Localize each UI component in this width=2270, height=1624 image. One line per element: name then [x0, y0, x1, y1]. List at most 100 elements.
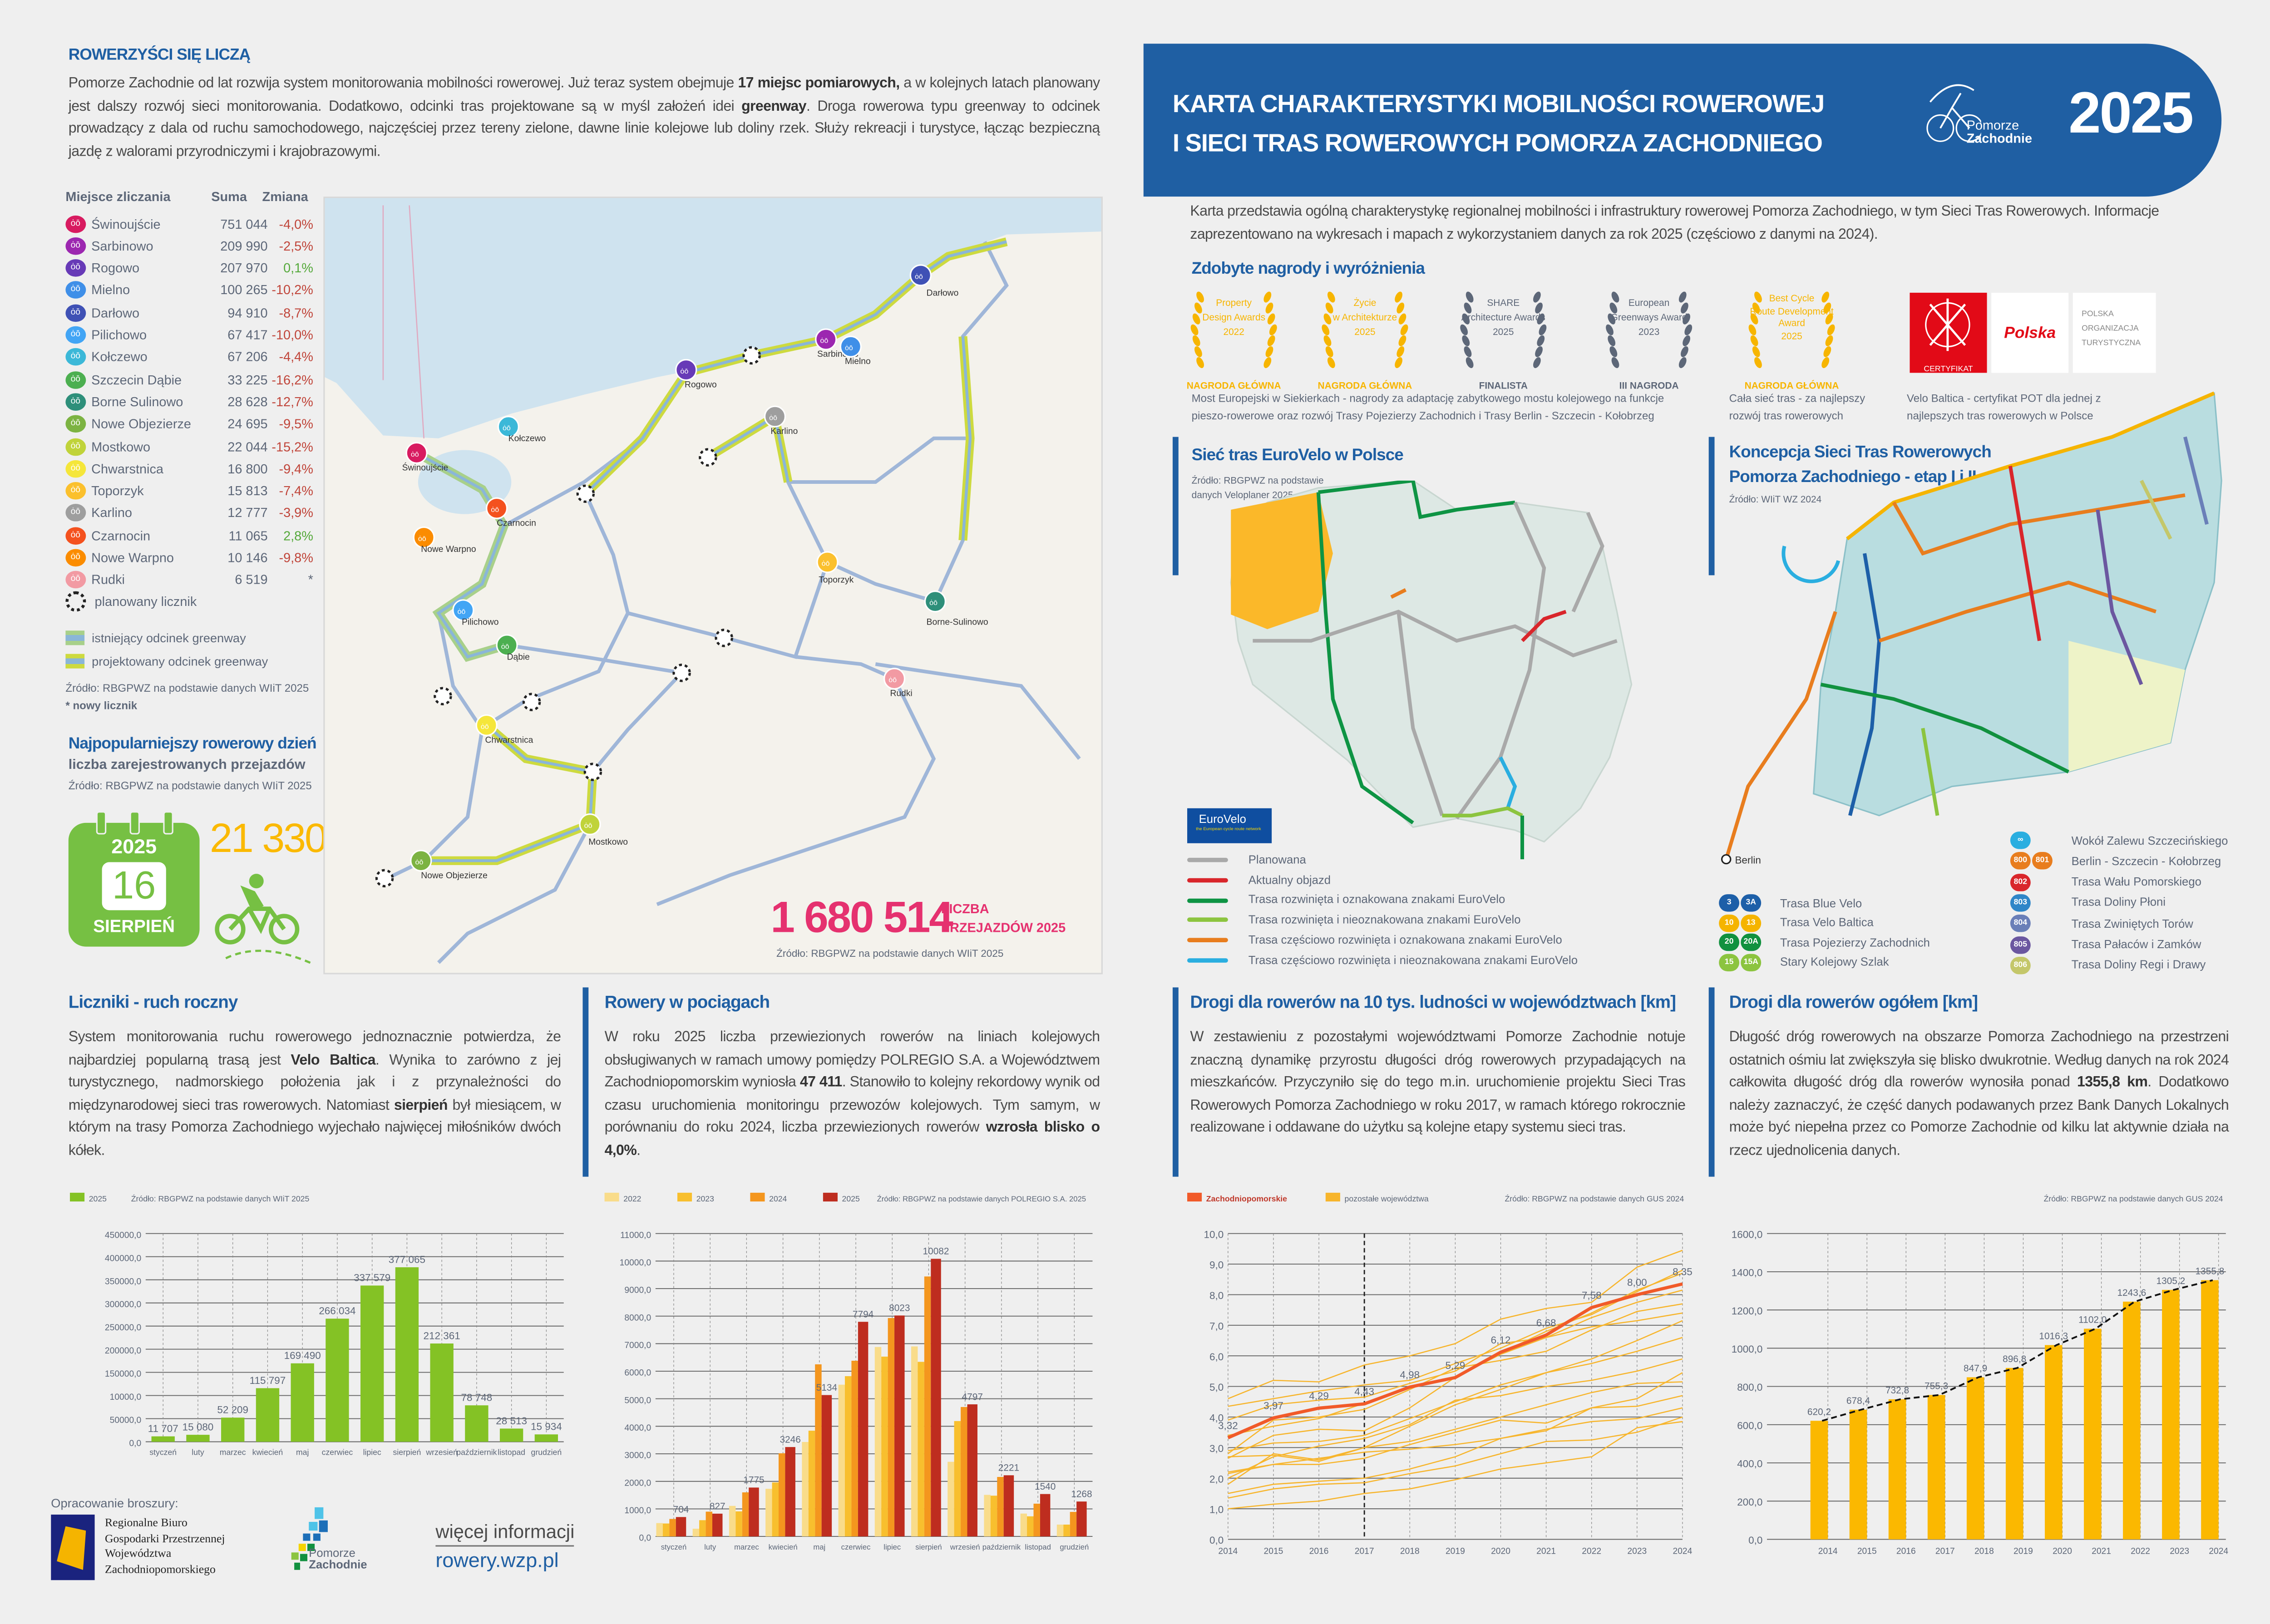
counter-row[interactable]: ȯō Chwarstnica 16 800 -9,4% [65, 458, 313, 479]
counter-row[interactable]: ȯō Darłowo 94 910 -8,7% [65, 302, 313, 324]
counter-row[interactable]: ȯō Rudki 6 519 * [65, 569, 313, 591]
counter-row[interactable]: ȯō Kołczewo 67 206 -4,4% [65, 346, 313, 368]
eurovelo-source-2: danych Veloplaner 2025 [1191, 491, 1293, 501]
x-tick-label: wrzesień [950, 1543, 980, 1551]
laurel-leaf [1533, 357, 1541, 368]
more-info-label: więcej informacji [435, 1521, 575, 1547]
org-line: Zachodniopomorskiego [105, 1562, 216, 1575]
route-label: Stary Kolejowy Szlak [1780, 955, 1889, 969]
bar-value-label: 15 080 [183, 1422, 214, 1433]
emphasis-text: wzrosła blisko o 4,0% [604, 1120, 1100, 1159]
laurel-leaf [1752, 346, 1760, 357]
pixel-logo-icon [291, 1507, 328, 1570]
chart-source: Źródło: RBGPWZ na podstawie danych WIiT … [131, 1194, 310, 1203]
legend-line-swatch [1187, 918, 1228, 923]
route-label: Trasa Doliny Regi i Drawy [2071, 959, 2206, 972]
counter-row[interactable]: ȯō Nowe Warpno 10 146 -9,8% [65, 547, 313, 569]
emphasis-text: 1355,8 km [2077, 1074, 2148, 1091]
y-tick-label: 5000,0 [624, 1396, 651, 1405]
y-tick-label: 200,0 [1737, 1496, 1762, 1508]
counter-row[interactable]: ȯō Świnoujście 751 044 -4,0% [65, 212, 313, 234]
award-name-line: European [1628, 298, 1670, 309]
counter-marker: ȯō Kołczewo [497, 416, 546, 443]
x-tick-label: marzec [734, 1543, 759, 1551]
counter-row[interactable]: ȯō Rogowo 207 970 0,1% [65, 257, 313, 279]
planned-counter-icon [65, 591, 86, 612]
counter-row[interactable]: ȯō Szczecin Dąbie 33 225 -16,2% [65, 369, 313, 390]
counter-name: Czarnocin [91, 528, 151, 543]
bar-2024 [669, 1519, 676, 1537]
route-number: ∞ [2010, 832, 2031, 849]
line-other-voivodeship [1228, 1421, 1683, 1510]
chart-roads-per-capita: Zachodniopomorskie pozostałe województwa Ź… [1187, 1192, 1693, 1556]
bicycle-marker-icon [486, 497, 508, 519]
bar-value-label: 28 513 [496, 1415, 527, 1427]
counter-row[interactable]: ȯō Pilichowo 67 417 -10,0% [65, 324, 313, 346]
counter-name: Rudki [91, 572, 125, 588]
roads-per-capita-title: Drogi dla rowerów na 10 tys. ludności w … [1190, 992, 1676, 1012]
route-legend-item: 15 15A Stary Kolejowy Szlak [1719, 952, 1889, 972]
bar [2044, 1345, 2063, 1540]
chart-roads-total: Źródło: RBGPWZ na podstawie danych GUS 2… [1732, 1194, 2229, 1556]
bar [291, 1363, 314, 1442]
route-legend-item: 803 Trasa Doliny Płoni [2010, 893, 2166, 913]
counter-row[interactable]: ȯō Mielno 100 265 -10,2% [65, 280, 313, 301]
planned-counter-marker [699, 448, 717, 467]
y-tick-label: 8,0 [1209, 1290, 1224, 1301]
award-name-line: 2022 [1223, 327, 1244, 338]
bar-value-label: 3246 [780, 1435, 800, 1445]
legend-label: Trasa częściowo rozwinięta i oznakowana … [1248, 933, 1562, 946]
legend-swatch [677, 1192, 692, 1202]
y-tick-label: 800,0 [1737, 1382, 1762, 1393]
counter-change: * [308, 572, 313, 588]
emphasis-text: sierpień [394, 1097, 448, 1113]
legend-line-swatch [1187, 958, 1228, 963]
y-tick-label: 2000,0 [624, 1478, 651, 1488]
total-rides-label: LICZBA PRZEJAZDÓW 2025 [941, 900, 1066, 938]
counter-row[interactable]: ȯō Czarnocin 11 065 2,8% [65, 525, 313, 546]
counter-row[interactable]: ȯō Mostkowo 22 044 -15,2% [65, 435, 313, 457]
greenway-existing-label: istniejący odcinek greenway [92, 630, 246, 645]
bicycle-glyph: ȯō [481, 723, 489, 731]
planned-counter-label: planowany licznik [94, 594, 197, 609]
y-tick-label: 4000,0 [624, 1423, 651, 1433]
website-link[interactable]: rowery.wzp.pl [435, 1548, 559, 1572]
counter-change: 0,1% [283, 261, 313, 276]
y-tick-label: 0,0 [1748, 1535, 1762, 1546]
roads-per-capita-text: W zestawieniu z pozostałymi województwam… [1190, 1027, 1686, 1140]
legend-swatch [1325, 1192, 1340, 1202]
legend-swatch [604, 1192, 619, 1202]
bar [1810, 1421, 1828, 1540]
counter-row[interactable]: ȯō Sarbinowo 209 990 -2,5% [65, 235, 313, 257]
calendar-month: SIERPIEŃ [93, 916, 175, 937]
counter-sum: 209 990 [220, 238, 268, 253]
line-other-voivodeship [1228, 1416, 1683, 1499]
bar-2022 [729, 1506, 736, 1537]
x-tick-label: 2019 [1446, 1547, 1465, 1556]
eurovelo-map[interactable] [1173, 480, 1690, 874]
bar-value-label: 8023 [889, 1303, 910, 1314]
counters-map[interactable]: ȯō Świnoujście ȯō Sarbinowo ȯō Rogowo ȯō Mielno… [323, 197, 1103, 974]
line-other-voivodeship [1228, 1407, 1683, 1494]
laurel-leaf [1398, 313, 1406, 325]
laurel-leaf [1265, 302, 1273, 314]
logo-text-1: Pomorze [1966, 118, 2019, 133]
x-tick-label: czerwiec [841, 1543, 871, 1551]
counter-row[interactable]: ȯō Karlino 12 777 -3,9% [65, 502, 313, 524]
pot-logo: POLSKA ORGANIZACJA TURYSTYCZNA [2073, 292, 2156, 373]
laurel-leaf [1192, 335, 1200, 346]
counter-marker: ȯō Toporzyk [816, 551, 854, 585]
bar-2022 [947, 1462, 954, 1537]
award-status: NAGRODA GŁÓWNA [1744, 381, 1839, 392]
counter-change: -9,4% [279, 461, 313, 476]
x-tick-label: październik [456, 1447, 497, 1457]
awards-title: Zdobyte nagrody i wyróżnienia [1191, 261, 1425, 278]
counter-row[interactable]: ȯō Borne Sulinowo 28 628 -12,7% [65, 391, 313, 413]
bicycle-icon: ȯō [65, 482, 86, 500]
concept-map[interactable]: Berlin [1712, 386, 2229, 888]
counter-row[interactable]: ȯō Toporzyk 15 813 -7,4% [65, 480, 313, 502]
counter-row[interactable]: ȯō Nowe Objezierze 24 695 -9,5% [65, 413, 313, 435]
data-label: 3,97 [1263, 1400, 1283, 1412]
award-name-line: Award [1778, 319, 1805, 330]
